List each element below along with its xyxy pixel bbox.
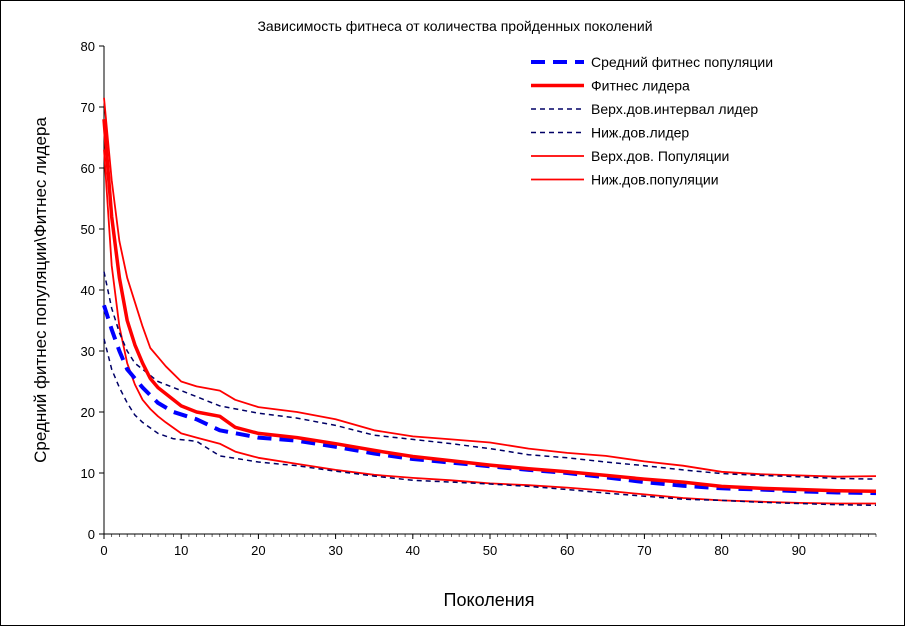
legend-label-5: Верх.дов. Популяции	[591, 148, 729, 164]
y-tick-label: 70	[81, 100, 95, 115]
legend-label-2: Фитнес лидера	[591, 78, 690, 94]
x-tick-label: 70	[637, 543, 651, 558]
x-tick-label: 0	[100, 543, 107, 558]
legend-label-3: Верх.дов.интервал лидер	[591, 101, 758, 117]
chart-title: Зависимость фитнеса от количества пройде…	[257, 18, 652, 34]
x-axis-label: Поколения	[444, 590, 535, 610]
series-line-4	[103, 338, 877, 507]
legend: Средний фитнес популяции Фитнес лидера Вер…	[531, 54, 773, 188]
y-tick-label: 60	[81, 161, 95, 176]
x-tick-label: 40	[406, 543, 420, 558]
series-line-3	[103, 271, 877, 480]
x-tick-label: 60	[560, 543, 574, 558]
series-line-1	[102, 304, 877, 496]
series-line-6	[103, 149, 876, 505]
legend-label-6: Ниж.дов.популяции	[591, 172, 719, 188]
y-tick-label: 0	[88, 527, 95, 542]
plot-area	[102, 97, 877, 507]
x-tick-label: 50	[483, 543, 497, 558]
x-tick-label: 90	[792, 543, 806, 558]
y-tick-label: 50	[81, 222, 95, 237]
x-tick-label: 10	[174, 543, 188, 558]
series-line-5	[103, 97, 877, 478]
legend-label-4: Ниж.дов.лидер	[591, 125, 689, 141]
x-tick-label: 20	[251, 543, 265, 558]
y-tick-label: 30	[81, 344, 95, 359]
y-axis-label: Средний фитнес популяции\Фитнес лидера	[31, 117, 50, 463]
y-tick-label: 80	[81, 39, 95, 54]
y-tick-label: 10	[81, 466, 95, 481]
x-tick-label: 30	[328, 543, 342, 558]
x-tick-label: 80	[714, 543, 728, 558]
y-tick-label: 20	[81, 405, 95, 420]
y-tick-label: 40	[81, 283, 95, 298]
legend-label-1: Средний фитнес популяции	[591, 54, 773, 70]
series-line-2	[102, 119, 877, 494]
